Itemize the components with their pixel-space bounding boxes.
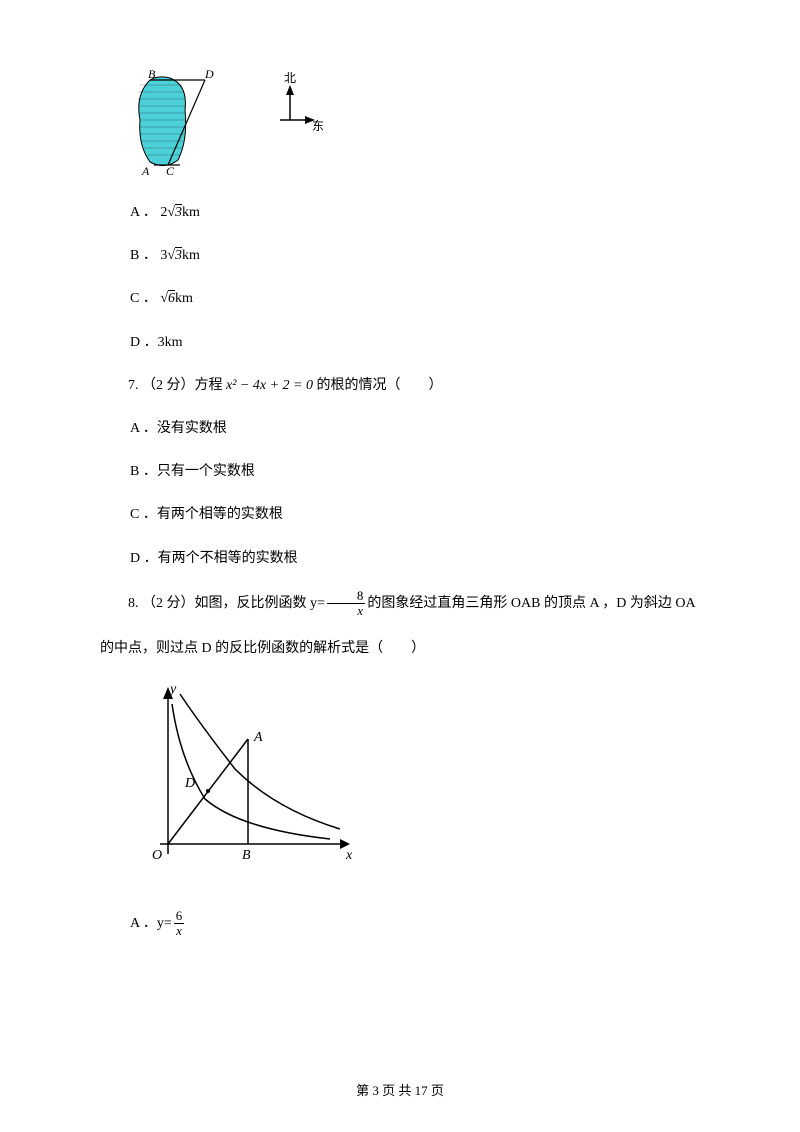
page-footer: 第 3 页 共 17 页 <box>0 1079 800 1102</box>
q6-option-B: B ． 3√3km <box>130 243 700 268</box>
point-A: A <box>253 730 263 745</box>
label-C: C <box>166 164 175 178</box>
q8-stem-line2: 的中点，则过点 D 的反比例函数的解析式是（ ） <box>100 636 700 661</box>
q6-option-C: C ． √6km <box>130 286 700 311</box>
q6-option-A: A ． 2√3km <box>130 200 700 225</box>
q6-diagram: B D A C 北 东 <box>130 70 700 180</box>
q8-option-A: A ．y=6x <box>130 909 700 939</box>
q8-diagram: y x O A B D <box>130 679 700 888</box>
q7-option-A: A ．没有实数根 <box>130 416 700 441</box>
axis-x-label: x <box>345 848 353 863</box>
label-D: D <box>204 70 214 81</box>
q6-option-D: D ．3km <box>130 330 700 355</box>
hyperbola-svg: y x O A B D <box>130 679 360 879</box>
q7-option-B: B ．只有一个实数根 <box>130 459 700 484</box>
q8-stem-line1: 8. （2 分）如图，反比例函数 y=8x的图象经过直角三角形 OAB 的顶点 … <box>100 589 700 619</box>
label-B: B <box>148 70 156 81</box>
point-D: D <box>184 776 195 791</box>
label-A: A <box>141 164 150 178</box>
q7-option-C: C ．有两个相等的实数根 <box>130 502 700 527</box>
point-B: B <box>242 848 251 863</box>
lake-diagram-svg: B D A C <box>130 70 250 180</box>
q7-option-D: D ．有两个不相等的实数根 <box>130 546 700 571</box>
compass-east: 东 <box>312 119 324 133</box>
axis-y-label: y <box>168 682 177 697</box>
origin-label: O <box>152 848 162 863</box>
compass-north: 北 <box>284 71 296 85</box>
q7-stem: 7. （2 分）方程 x² − 4x + 2 = 0 的根的情况（ ） <box>100 373 700 398</box>
compass-svg: 北 东 <box>270 70 325 140</box>
